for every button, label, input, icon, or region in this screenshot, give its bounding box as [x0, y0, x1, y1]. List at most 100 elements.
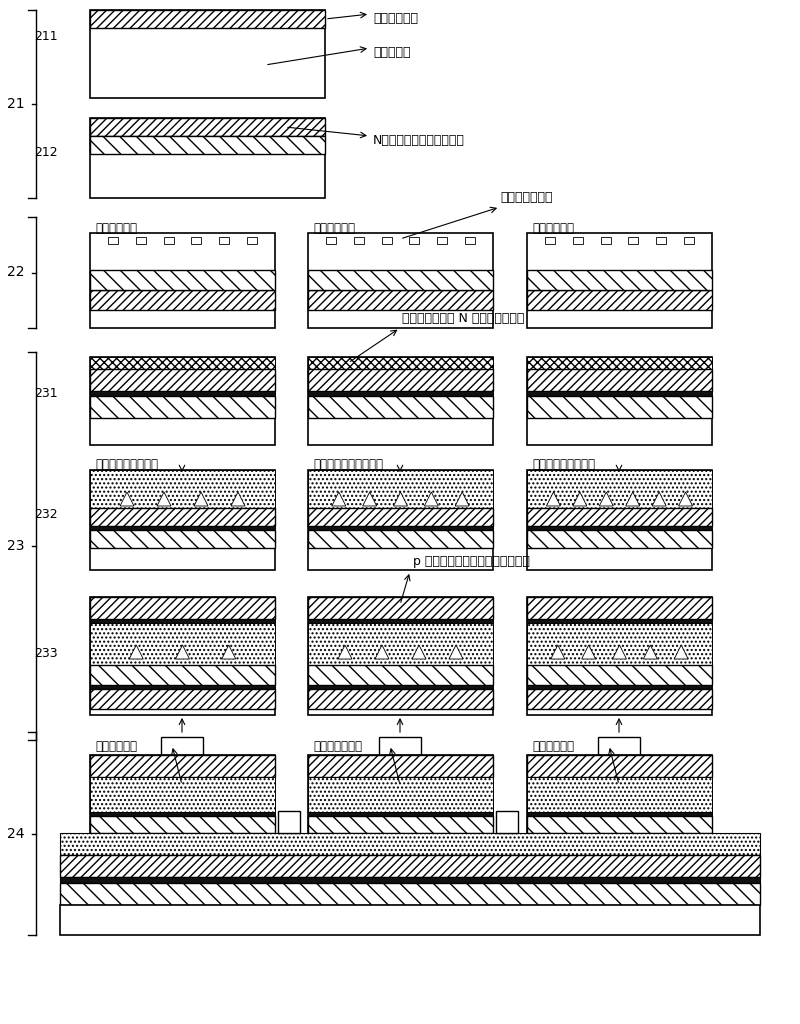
Bar: [465, 237, 475, 244]
Bar: [308, 812, 493, 816]
Bar: [545, 237, 555, 244]
Bar: [308, 685, 493, 689]
Bar: [527, 665, 712, 685]
Bar: [601, 237, 610, 244]
Text: 短波长量子点有源区: 短波长量子点有源区: [95, 458, 158, 471]
Bar: [308, 597, 493, 715]
Bar: [527, 689, 712, 709]
Bar: [191, 237, 202, 244]
Bar: [247, 237, 257, 244]
Bar: [410, 237, 419, 244]
Bar: [527, 755, 712, 833]
Text: 233: 233: [34, 647, 58, 660]
Bar: [527, 470, 712, 570]
Text: 超短波长发光区: 超短波长发光区: [313, 740, 362, 753]
Bar: [527, 618, 712, 623]
Bar: [90, 755, 275, 777]
Text: 212: 212: [34, 146, 58, 159]
Text: 231: 231: [34, 387, 58, 400]
Bar: [527, 290, 712, 310]
Text: 23: 23: [7, 539, 25, 553]
Bar: [308, 530, 493, 548]
Bar: [90, 526, 275, 530]
Text: 211: 211: [34, 30, 58, 43]
Bar: [60, 905, 760, 935]
Bar: [308, 526, 493, 530]
Bar: [308, 665, 493, 685]
Polygon shape: [362, 492, 377, 506]
Text: 21: 21: [7, 97, 25, 111]
Bar: [90, 270, 275, 290]
Polygon shape: [546, 492, 561, 506]
Bar: [527, 816, 712, 833]
Bar: [60, 833, 760, 855]
Polygon shape: [599, 492, 614, 506]
Bar: [90, 597, 275, 618]
Bar: [527, 597, 712, 715]
Bar: [60, 855, 760, 877]
Text: p 型半导体阻挡层和半导体接触层: p 型半导体阻挡层和半导体接触层: [413, 555, 530, 568]
Bar: [90, 118, 325, 136]
Bar: [527, 597, 712, 618]
Bar: [308, 470, 493, 570]
Bar: [438, 237, 447, 244]
Bar: [90, 369, 275, 391]
Polygon shape: [582, 645, 596, 659]
Bar: [90, 136, 325, 154]
Bar: [308, 369, 493, 391]
Text: 232: 232: [34, 508, 58, 521]
Bar: [308, 357, 493, 369]
Bar: [90, 470, 275, 570]
Bar: [90, 396, 275, 418]
Text: 长波长量子点有源区: 长波长量子点有源区: [532, 458, 595, 471]
Bar: [161, 737, 203, 755]
Bar: [90, 623, 275, 665]
Polygon shape: [643, 645, 658, 659]
Bar: [308, 391, 493, 396]
Polygon shape: [551, 645, 565, 659]
Bar: [90, 470, 275, 508]
Text: 量子点定位孔洞: 量子点定位孔洞: [500, 191, 553, 204]
Bar: [90, 597, 275, 715]
Polygon shape: [332, 492, 346, 506]
Polygon shape: [678, 492, 693, 506]
Bar: [108, 237, 118, 244]
Bar: [527, 777, 712, 812]
Bar: [527, 391, 712, 396]
Bar: [90, 233, 275, 328]
Bar: [308, 755, 493, 833]
Bar: [527, 526, 712, 530]
Polygon shape: [652, 492, 666, 506]
Bar: [90, 530, 275, 548]
Bar: [308, 816, 493, 833]
Bar: [308, 597, 493, 618]
Bar: [90, 665, 275, 685]
Bar: [629, 237, 638, 244]
Bar: [90, 357, 275, 445]
Bar: [308, 470, 493, 508]
Bar: [527, 530, 712, 548]
Bar: [308, 290, 493, 310]
Polygon shape: [120, 492, 134, 506]
Bar: [90, 118, 325, 198]
Bar: [684, 237, 694, 244]
Bar: [598, 737, 640, 755]
Bar: [308, 508, 493, 526]
Bar: [527, 470, 712, 508]
Polygon shape: [626, 492, 640, 506]
Bar: [90, 755, 275, 833]
Bar: [90, 689, 275, 709]
Text: 长波长发光区: 长波长发光区: [532, 222, 574, 234]
Text: 短波长发光区: 短波长发光区: [95, 222, 137, 234]
Bar: [527, 396, 712, 418]
Bar: [527, 508, 712, 526]
Bar: [308, 270, 493, 290]
Bar: [382, 237, 391, 244]
Bar: [136, 237, 146, 244]
Bar: [219, 237, 230, 244]
Text: N型半导体接触层和定位层: N型半导体接触层和定位层: [373, 134, 465, 147]
Bar: [656, 237, 666, 244]
Text: 蓝宝石衬底: 蓝宝石衬底: [373, 46, 410, 59]
Polygon shape: [424, 492, 438, 506]
Bar: [308, 396, 493, 418]
